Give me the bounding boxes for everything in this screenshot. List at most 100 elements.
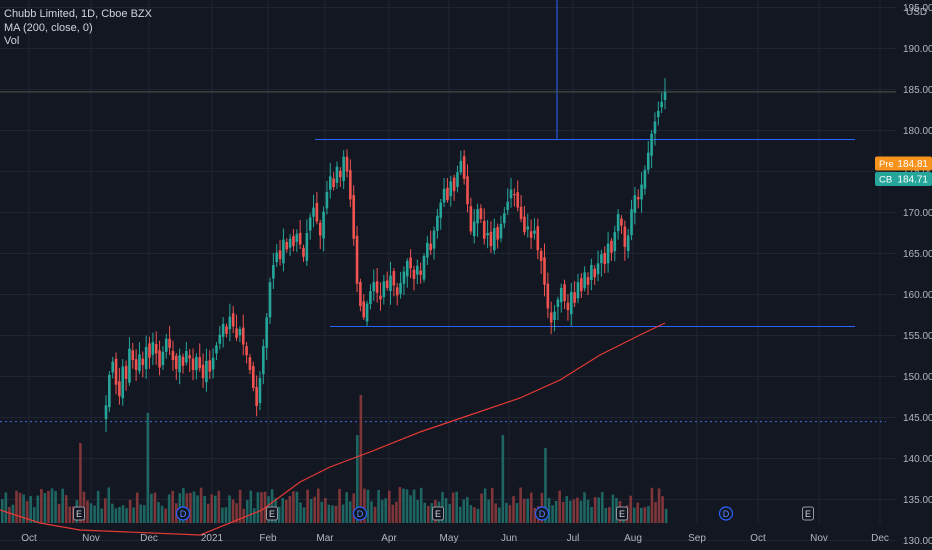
candle-body	[332, 178, 335, 188]
dividend-marker[interactable]: D	[175, 506, 191, 521]
earnings-marker[interactable]: E	[266, 506, 278, 521]
candle-body	[245, 346, 248, 356]
volume-bar	[295, 491, 299, 523]
earnings-marker[interactable]: E	[802, 506, 814, 521]
volume-bar	[228, 495, 231, 523]
candle-body	[128, 348, 131, 383]
event-marker-letter: D	[180, 509, 187, 519]
drawing-levels[interactable]	[0, 0, 896, 423]
dividend-marker[interactable]: D	[352, 506, 368, 521]
earnings-marker[interactable]: E	[432, 506, 444, 521]
symbol-title[interactable]: Chubb Limited, 1D, Cboe BZX	[4, 8, 152, 20]
volume-bar	[306, 489, 309, 523]
candle-body	[369, 291, 372, 304]
candle-body	[265, 317, 268, 348]
candle-body	[399, 283, 402, 294]
volume-bar	[611, 494, 615, 523]
candle-body	[580, 278, 583, 292]
volume-bar	[657, 488, 661, 523]
volume-bar	[423, 502, 427, 523]
candle-body	[576, 282, 580, 299]
volume-bar	[143, 505, 146, 523]
candle-body	[352, 195, 356, 239]
candle-body	[479, 208, 483, 220]
volume-bar	[331, 505, 334, 523]
volume-bar	[494, 503, 498, 523]
candle-body	[141, 358, 145, 366]
grid-lines	[0, 0, 896, 541]
candle-body	[486, 233, 489, 236]
time-tick-label: Oct	[21, 533, 37, 544]
time-axis[interactable]: Oct Nov Dec 2021 Feb Mar Apr May Jun Jul Aug Sep Oct…	[21, 533, 889, 544]
candle-body	[573, 292, 576, 303]
candle-body	[114, 358, 118, 385]
earnings-marker[interactable]: E	[616, 506, 628, 521]
volume-bar	[256, 492, 260, 523]
candle-body	[349, 170, 352, 200]
candle-body	[395, 287, 399, 296]
price-axis[interactable]: USD 130.00 135.00 140.00 145.00 150.00 155.00…	[903, 0, 932, 547]
candle-body	[231, 313, 235, 327]
volume-bar	[647, 506, 650, 523]
candle-body	[603, 252, 607, 265]
candle-body	[188, 355, 191, 359]
volume-bar	[203, 495, 206, 523]
time-tick-label: Dec	[871, 533, 889, 544]
ma-200-line	[0, 322, 666, 536]
volume-bar	[650, 487, 654, 523]
candle-body	[131, 350, 135, 361]
volume-indicator-label[interactable]: Vol	[4, 35, 20, 47]
currency-label: USD	[906, 7, 927, 18]
volume-bar	[473, 507, 476, 523]
volume-bar	[632, 507, 636, 523]
volume-bar	[182, 488, 185, 523]
candle-body	[596, 263, 600, 275]
time-tick-label: 2021	[201, 533, 224, 544]
volume-bar	[47, 490, 50, 523]
volume-bar	[238, 489, 242, 523]
candle-body	[626, 235, 630, 251]
event-marker-letter: E	[269, 509, 275, 519]
candle-body	[174, 355, 178, 370]
candle-body	[633, 195, 637, 213]
volume-bar	[597, 497, 600, 523]
dividend-marker[interactable]: D	[534, 506, 550, 521]
price-tick-label: 160.00	[903, 290, 932, 301]
candle-body	[235, 328, 238, 338]
event-marker-letter: E	[76, 509, 82, 519]
volume-bar	[221, 507, 224, 523]
volume-bar	[579, 500, 583, 523]
volume-bar	[561, 501, 565, 523]
candle-body	[653, 121, 657, 134]
candle-body	[636, 197, 640, 200]
volume-bar	[643, 507, 647, 523]
earnings-marker[interactable]: E	[73, 506, 85, 521]
volume-bar	[338, 488, 341, 523]
volume-bar	[288, 495, 292, 523]
candle-body	[302, 247, 305, 257]
ma-indicator-label[interactable]: MA (200, close, 0)	[4, 21, 93, 34]
candle-body	[583, 272, 586, 289]
candle-body	[342, 156, 345, 181]
dividend-marker[interactable]: D	[718, 506, 734, 521]
volume-bar	[661, 496, 664, 523]
volume-bar	[664, 508, 668, 523]
volume-bar	[313, 496, 316, 523]
event-marker-letter: D	[723, 509, 730, 519]
volume-bar	[146, 413, 150, 523]
candle-body	[415, 265, 419, 275]
volume-bar	[125, 508, 128, 523]
volume-bar	[356, 435, 359, 523]
candle-body	[452, 177, 456, 192]
volume-bar	[501, 435, 505, 523]
dividend-marker-circle	[175, 506, 191, 521]
candle-body	[158, 350, 161, 368]
volume-bar	[405, 489, 409, 523]
volume-bar	[508, 505, 512, 523]
price-tick-label: 130.00	[903, 536, 932, 547]
volume-bar	[171, 490, 174, 523]
volume-bar	[398, 487, 402, 523]
volume-bar	[533, 507, 537, 523]
